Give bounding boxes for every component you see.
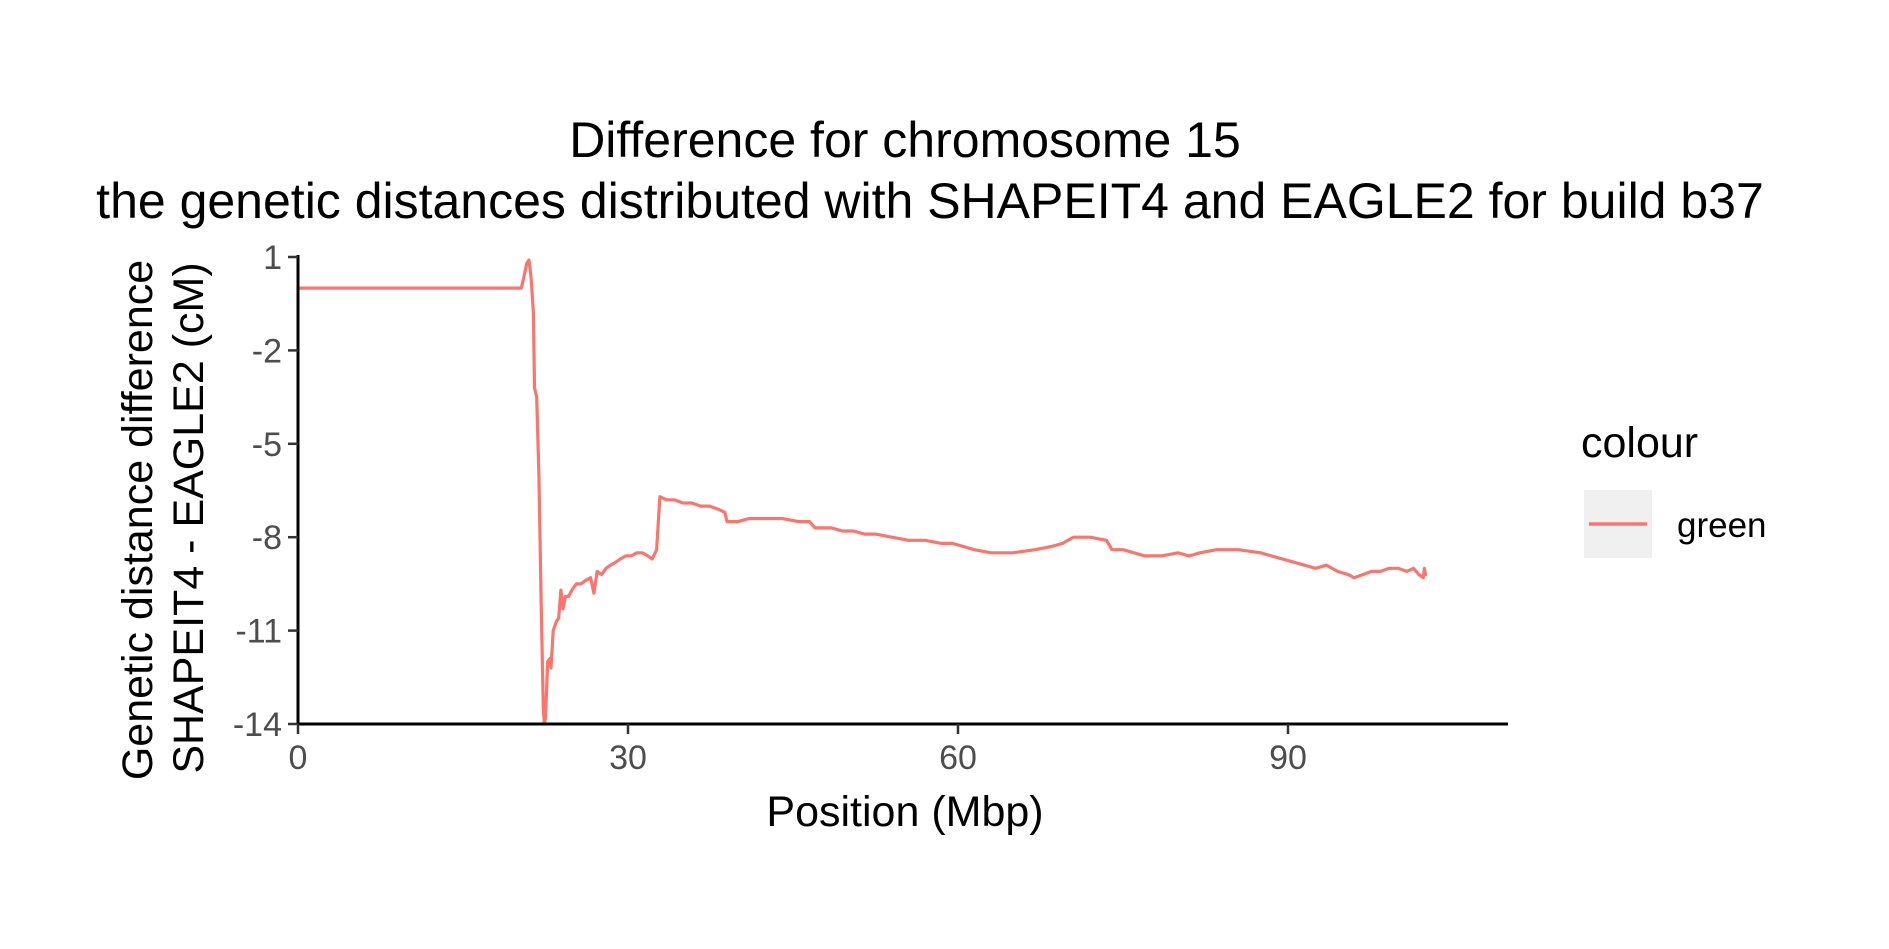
series-line-0 — [296, 258, 1428, 726]
y-tick-label: -2 — [252, 332, 282, 370]
y-axis-label-line1: Genetic distance difference — [114, 260, 162, 780]
legend-title: colour — [1581, 419, 1698, 467]
legend-entry-label: green — [1677, 506, 1767, 545]
y-tick-label: 1 — [263, 239, 282, 277]
x-tick-label: 60 — [939, 739, 977, 777]
y-tick-label: -5 — [252, 426, 282, 464]
y-tick-label: -8 — [252, 519, 282, 557]
x-axis-label: Position (Mbp) — [766, 788, 1043, 836]
x-tick-label: 90 — [1269, 739, 1307, 777]
x-tick-label: 0 — [289, 739, 308, 777]
chart-subtitle: the genetic distances distributed with S… — [96, 173, 1764, 229]
x-tick-label: 30 — [609, 739, 647, 777]
y-tick-label: -14 — [233, 706, 282, 744]
plot-area: 1 -2 -5 -8 -11 -140 30 60 90 — [233, 239, 1508, 777]
legend: colour green — [1581, 419, 1767, 558]
chart-title: Difference for chromosome 15 — [569, 112, 1241, 168]
y-axis-label-line2: SHAPEIT4 - EAGLE2 (cM) — [165, 262, 213, 773]
y-tick-label: -11 — [235, 613, 282, 651]
